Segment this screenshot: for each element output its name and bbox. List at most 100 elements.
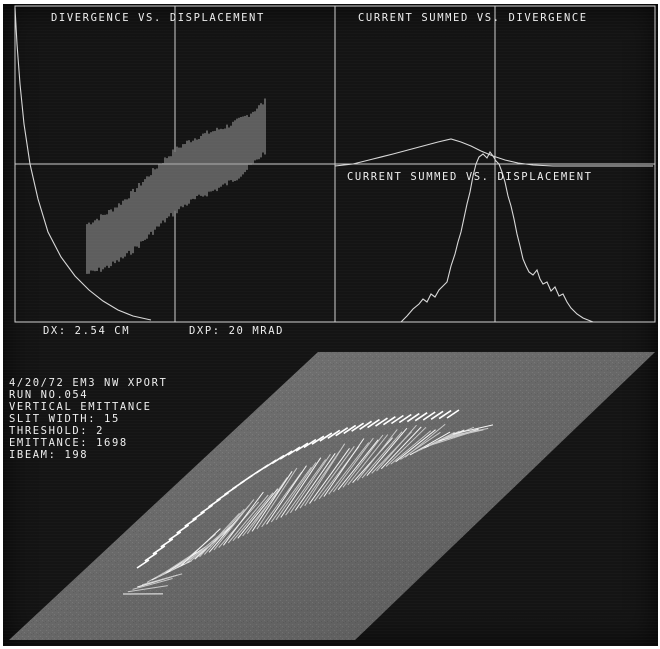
- ridge-highlight: [446, 409, 460, 419]
- ridge-line: [400, 431, 441, 460]
- ridge-highlight: [430, 410, 444, 420]
- ridge-highlight: [414, 412, 428, 422]
- ridge-highlight: [422, 411, 436, 421]
- emittance-ridge: [122, 409, 494, 595]
- plot-frames: [14, 5, 656, 323]
- ridge-highlight: [176, 524, 190, 534]
- crt-screen: DIVERGENCE VS. DISPLACEMENT CURRENT SUMM…: [3, 4, 658, 646]
- ridge-highlight: [375, 417, 388, 427]
- ridge-highlight: [144, 552, 158, 562]
- ridge-line: [380, 426, 422, 470]
- ridge-line: [180, 528, 221, 567]
- ridge-highlight: [279, 450, 293, 460]
- ridge-highlight: [335, 427, 349, 437]
- ridge-line: [266, 465, 307, 525]
- ridge-line: [270, 467, 312, 523]
- ridge-highlight: [287, 446, 301, 456]
- dxp-scale-label: DXP: 20 MRAD: [189, 325, 284, 337]
- ridge-highlight: [192, 511, 206, 521]
- ridge-line: [227, 494, 269, 544]
- run-date-line: 4/20/72 EM3 NW XPORT: [9, 377, 167, 389]
- ridge-line: [246, 477, 288, 534]
- ridge-highlight: [200, 504, 214, 514]
- ridge-highlight: [184, 517, 198, 527]
- ridge-line: [452, 424, 494, 435]
- ridge-highlight: [303, 438, 317, 449]
- ridge-line: [376, 424, 417, 472]
- ridge-highlight: [351, 422, 365, 432]
- current-vs-divergence-curve: [334, 138, 653, 167]
- ridge-line: [337, 439, 379, 491]
- ridge-line: [251, 471, 293, 532]
- ridge-line: [361, 431, 403, 479]
- emittance-scatter-band: [86, 98, 266, 274]
- ridge-highlight: [438, 409, 452, 420]
- ridge-line: [232, 492, 274, 542]
- ridge-line: [141, 573, 183, 586]
- ridge-highlight: [367, 418, 380, 429]
- ridge-line: [127, 585, 168, 593]
- ridge-highlight: [390, 414, 404, 425]
- ridge-line: [261, 471, 303, 528]
- ridge-line: [237, 488, 279, 539]
- run-info-panel: 4/20/72 EM3 NW XPORT RUN NO.054 VERTICAL…: [9, 377, 167, 461]
- ridge-highlight: [319, 432, 333, 442]
- lower-right-plot-title: CURRENT SUMMED VS. DISPLACEMENT: [347, 171, 593, 183]
- divergence-falloff-curve: [14, 7, 152, 321]
- ridge-line: [443, 429, 484, 440]
- emittance-value: EMITTANCE: 1698: [9, 437, 128, 449]
- ridge-highlight: [152, 545, 166, 555]
- ridge-highlight: [327, 429, 341, 439]
- ridge-line: [328, 442, 370, 495]
- ridge-line: [194, 522, 236, 560]
- ridge-line: [285, 459, 327, 516]
- ridge-line: [132, 578, 173, 590]
- ridge-line: [280, 457, 322, 518]
- current-vs-displacement-curve: [400, 150, 594, 323]
- ridge-highlight: [406, 412, 420, 423]
- ridge-highlight: [382, 416, 396, 426]
- ridge-line: [199, 512, 240, 558]
- ridge-highlight: [343, 424, 357, 435]
- ridge-line: [366, 427, 408, 477]
- ridge-line: [213, 499, 255, 551]
- right-plot-title: CURRENT SUMMED VS. DIVERGENCE: [358, 12, 588, 24]
- run-number: RUN NO.054: [9, 389, 88, 401]
- ridge-line: [294, 453, 336, 511]
- ridge-highlight: [311, 435, 325, 445]
- oscilloscope-display: DIVERGENCE VS. DISPLACEMENT CURRENT SUMM…: [9, 5, 656, 640]
- ridge-line: [299, 450, 341, 509]
- ridge-line: [448, 427, 489, 437]
- ridge-line: [332, 437, 374, 493]
- ridge-line: [385, 426, 427, 467]
- ridge-line: [203, 508, 245, 555]
- ridge-line: [256, 467, 298, 530]
- ridge-line: [309, 448, 350, 504]
- ridge-line: [428, 432, 470, 447]
- threshold: THRESHOLD: 2: [9, 425, 104, 437]
- ridge-line: [289, 454, 331, 514]
- emittance-surface-plot: [9, 352, 655, 640]
- ridge-line: [323, 438, 365, 497]
- ridge-line: [347, 434, 389, 486]
- ridge-line: [395, 429, 436, 463]
- ridge-line: [223, 491, 264, 546]
- ridge-line: [342, 434, 384, 488]
- left-plot-title: DIVERGENCE VS. DISPLACEMENT: [51, 12, 265, 24]
- ridge-line: [304, 443, 346, 507]
- dx-scale-label: DX: 2.54 CM: [43, 325, 130, 337]
- slit-width: SLIT WIDTH: 15: [9, 413, 120, 425]
- ridge-highlight: [271, 454, 285, 465]
- ridge-line: [404, 423, 446, 458]
- ridge-highlight: [359, 420, 373, 430]
- ridge-highlight: [168, 531, 182, 541]
- ridge-line: [356, 429, 398, 481]
- ridge-highlight: [160, 538, 174, 548]
- ridge-line: [313, 446, 355, 502]
- ridge-highlight: [398, 413, 412, 424]
- ridge-highlight: [295, 442, 309, 452]
- measurement-type: VERTICAL EMITTANCE: [9, 401, 152, 413]
- ridge-highlight: [136, 559, 150, 569]
- ridge-line: [275, 462, 317, 521]
- ibeam-value: IBEAM: 198: [9, 449, 88, 461]
